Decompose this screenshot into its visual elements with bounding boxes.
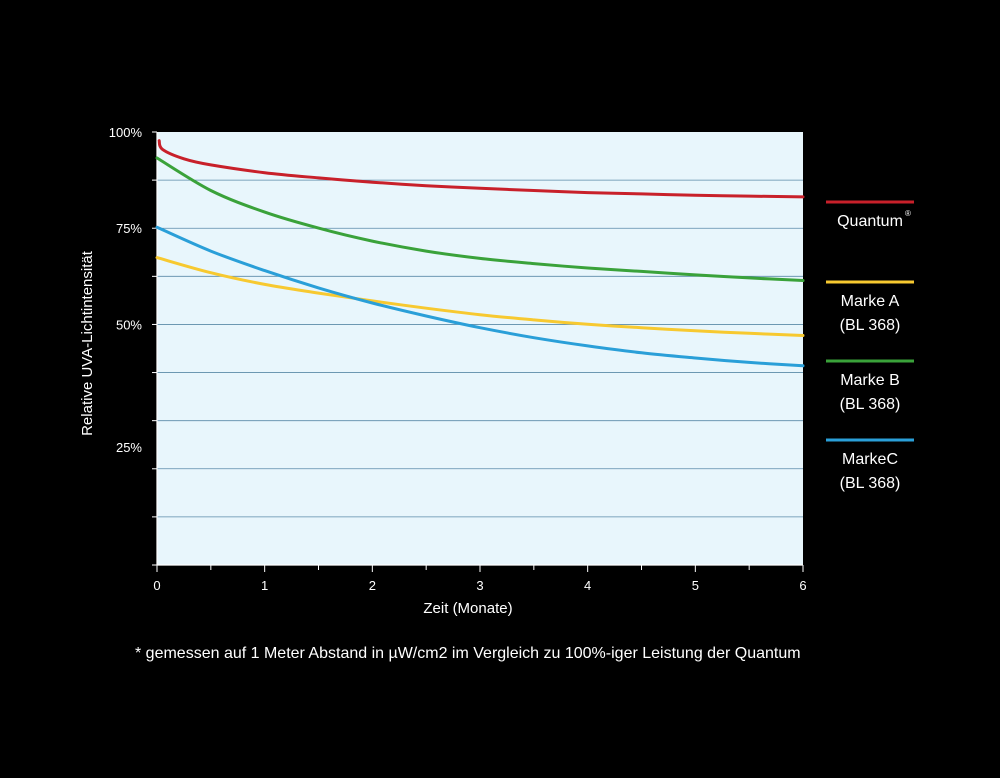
series-line bbox=[155, 225, 805, 368]
series-lines bbox=[155, 139, 805, 368]
y-tick-label: 75% bbox=[116, 221, 142, 236]
y-tick-label: 50% bbox=[116, 317, 142, 332]
y-axis-title: Relative UVA-Lichtintensität bbox=[79, 250, 96, 436]
legend-label: Marke B bbox=[840, 372, 900, 389]
x-tick-label: 3 bbox=[476, 578, 483, 593]
plot-background bbox=[157, 132, 803, 565]
axis-titles: Zeit (Monate) Relative UVA-Lichtintensitä… bbox=[79, 250, 513, 617]
x-tick-label: 1 bbox=[261, 578, 268, 593]
y-tick-label: 100% bbox=[109, 125, 143, 140]
axes bbox=[152, 131, 804, 572]
gridlines bbox=[157, 179, 803, 518]
legend-label: (BL 368) bbox=[840, 475, 901, 492]
line-chart: 0 1 2 3 4 5 6 100% 75% 50% 25% Zeit (Monate) Relati… bbox=[79, 125, 914, 617]
series-line bbox=[157, 139, 805, 199]
x-tick-label: 5 bbox=[692, 578, 699, 593]
legend-label: (BL 368) bbox=[840, 317, 901, 334]
footnote: * gemessen auf 1 Meter Abstand in µW/cm2… bbox=[135, 645, 801, 662]
legend-item: Marke B (BL 368) bbox=[826, 359, 914, 413]
x-tick-label: 2 bbox=[369, 578, 376, 593]
legend-label-superscript: ® bbox=[905, 209, 911, 218]
legend-label: MarkeC bbox=[842, 451, 898, 468]
legend-item: Quantum ® bbox=[826, 200, 914, 230]
plot-area bbox=[157, 132, 803, 565]
series-line bbox=[155, 156, 805, 282]
legend-label: Quantum bbox=[837, 213, 903, 230]
legend-item: MarkeC (BL 368) bbox=[826, 438, 914, 492]
legend-item: Marke A (BL 368) bbox=[826, 280, 914, 334]
x-tick-label: 6 bbox=[799, 578, 806, 593]
x-tick-label: 4 bbox=[584, 578, 591, 593]
series-line bbox=[155, 256, 805, 337]
x-axis-title: Zeit (Monate) bbox=[423, 600, 512, 617]
y-tick-label: 25% bbox=[116, 440, 142, 455]
x-tick-label: 0 bbox=[153, 578, 160, 593]
legend-label: (BL 368) bbox=[840, 396, 901, 413]
legend-label: Marke A bbox=[841, 293, 900, 310]
tick-labels: 0 1 2 3 4 5 6 100% 75% 50% 25% bbox=[109, 125, 807, 593]
legend: Quantum ®Marke A(BL 368)Marke B(BL 368)Ma… bbox=[826, 200, 914, 492]
